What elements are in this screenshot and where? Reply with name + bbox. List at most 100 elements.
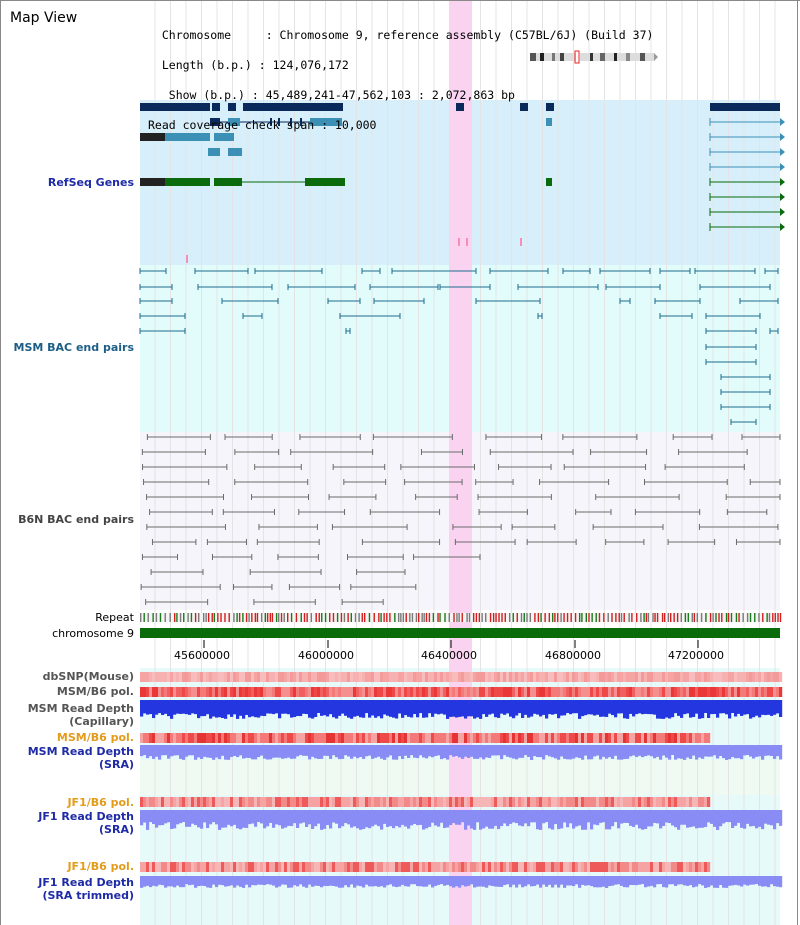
msm-b6-pol2-cell — [578, 733, 582, 743]
jf1-depth-sra-bar — [737, 810, 741, 823]
jf1-b6-pol-cell — [212, 797, 216, 807]
jf1-b6-pol-cell — [392, 797, 396, 807]
track-label-jf1-depth-sra-sub: (SRA) — [99, 823, 134, 836]
msm-depth-capillary-bar — [467, 700, 471, 717]
track-label-msm-depth-capillary[interactable]: MSM Read Depth — [27, 702, 134, 715]
jf1-b6-pol2-cell — [170, 862, 174, 872]
dbsnp-heat-cell — [284, 672, 288, 682]
jf1-depth-sra-bar — [413, 810, 417, 824]
jf1-b6-pol2-cell — [410, 862, 414, 872]
track-label-jf1-b6-pol-2[interactable]: JF1/B6 pol. — [67, 860, 134, 873]
track-label-dbsnp[interactable]: dbSNP(Mouse) — [42, 670, 134, 683]
jf1-depth-trim-bar — [509, 876, 513, 888]
msm-b6-pol2-cell — [233, 733, 237, 743]
msm-b6-pol-cell — [686, 687, 690, 697]
refseq-marker — [186, 255, 188, 263]
jf1-b6-pol-cell — [410, 797, 414, 807]
jf1-b6-pol-cell — [623, 797, 627, 807]
jf1-b6-pol2-cell — [593, 862, 597, 872]
msm-depth-sra-bar — [503, 745, 507, 756]
msm-depth-sra-bar — [365, 745, 369, 757]
jf1-depth-trim-bar — [413, 876, 417, 885]
track-label-msm-depth-sra[interactable]: MSM Read Depth — [27, 745, 134, 758]
jf1-depth-trim-bar — [344, 876, 348, 886]
msm-depth-sra-bar — [401, 745, 405, 759]
repeat-element — [618, 613, 620, 622]
msm-b6-pol-cell — [287, 687, 291, 697]
jf1-b6-pol2-cell — [257, 862, 261, 872]
jf1-b6-pol-cell — [530, 797, 534, 807]
jf1-depth-trim-bar — [686, 876, 690, 886]
dbsnp-heat-cell — [602, 672, 606, 682]
msm-depth-capillary-bar — [347, 700, 351, 718]
msm-depth-capillary-bar — [152, 700, 156, 719]
track-label-chromosome[interactable]: chromosome 9 — [52, 627, 134, 640]
jf1-b6-pol2-cell — [623, 862, 627, 872]
msm-b6-pol-cell — [578, 687, 582, 697]
msm-b6-pol-cell — [170, 687, 174, 697]
repeat-element — [647, 613, 650, 622]
msm-b6-pol-cell — [761, 687, 765, 697]
track-label-b6n-bac[interactable]: B6N BAC end pairs — [18, 513, 134, 526]
dbsnp-heat-cell — [272, 672, 276, 682]
track-label-msm-b6-pol-2[interactable]: MSM/B6 pol. — [56, 731, 134, 744]
msm-b6-pol-cell — [296, 687, 300, 697]
msm-depth-capillary-bar — [602, 700, 606, 717]
repeat-element — [762, 613, 764, 622]
jf1-depth-trim-bar — [194, 876, 198, 888]
msm-depth-capillary-bar — [605, 700, 609, 717]
msm-b6-pol-cell — [482, 687, 486, 697]
msm-depth-capillary-bar — [191, 700, 195, 714]
jf1-b6-pol-cell — [617, 797, 621, 807]
msm-depth-capillary-bar — [446, 700, 450, 719]
msm-depth-sra-bar — [653, 745, 657, 759]
jf1-depth-sra-bar — [350, 810, 354, 828]
jf1-depth-trim-bar — [332, 876, 336, 886]
jf1-depth-trim-bar — [341, 876, 345, 888]
track-label-msm-bac[interactable]: MSM BAC end pairs — [13, 341, 134, 354]
jf1-depth-sra-bar — [410, 810, 414, 826]
jf1-b6-pol2-cell — [155, 862, 159, 872]
track-label-jf1-b6-pol[interactable]: JF1/B6 pol. — [67, 796, 134, 809]
jf1-b6-pol2-cell — [674, 862, 678, 872]
msm-b6-pol-cell — [617, 687, 621, 697]
msm-depth-sra-bar — [659, 745, 663, 760]
jf1-b6-pol2-cell — [608, 862, 612, 872]
gene-strand-arrow — [780, 223, 785, 231]
track-label-jf1-depth-sra[interactable]: JF1 Read Depth — [38, 810, 134, 823]
msm-depth-sra-bar — [212, 745, 216, 760]
msm-depth-sra-bar — [323, 745, 327, 756]
repeat-element — [238, 613, 241, 622]
repeat-element — [563, 613, 565, 622]
msm-b6-pol-cell — [530, 687, 534, 697]
msm-depth-capillary-bar — [248, 700, 252, 718]
msm-depth-sra-bar — [746, 745, 750, 756]
jf1-depth-sra-bar — [167, 810, 171, 823]
track-label-refseq[interactable]: RefSeq Genes — [47, 176, 134, 189]
msm-b6-pol-cell — [332, 687, 336, 697]
msm-b6-pol-cell — [167, 687, 171, 697]
msm-b6-pol-cell — [293, 687, 297, 697]
jf1-depth-sra-bar — [731, 810, 735, 828]
track-label-repeat[interactable]: Repeat — [95, 611, 134, 624]
msm-b6-pol2-cell — [644, 733, 648, 743]
jf1-b6-pol-cell — [263, 797, 267, 807]
msm-depth-sra-bar — [461, 745, 465, 759]
jf1-depth-trim-bar — [566, 876, 570, 886]
msm-b6-pol2-cell — [533, 733, 537, 743]
jf1-b6-pol2-cell — [335, 862, 339, 872]
msm-b6-pol-cell — [527, 687, 531, 697]
track-label-jf1-depth-trim[interactable]: JF1 Read Depth — [38, 876, 134, 889]
dbsnp-heat-cell — [581, 672, 585, 682]
page-title: Map View — [10, 10, 78, 26]
dbsnp-heat-cell — [257, 672, 261, 682]
jf1-depth-trim-bar — [503, 876, 507, 886]
msm-depth-capillary-bar — [452, 700, 456, 717]
msm-depth-capillary-bar — [773, 700, 777, 715]
jf1-depth-trim-bar — [701, 876, 705, 886]
track-label-msm-b6-pol[interactable]: MSM/B6 pol. — [56, 685, 134, 698]
repeat-element — [380, 613, 382, 622]
msm-depth-sra-bar — [344, 745, 348, 756]
